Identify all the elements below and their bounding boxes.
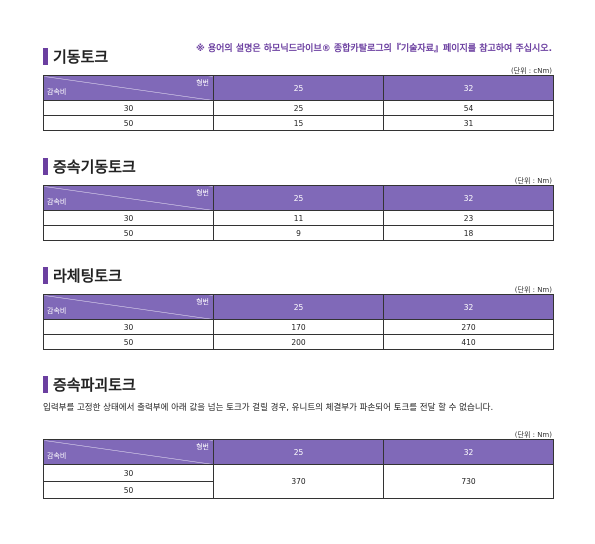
section-title-text: 증속기동토크	[53, 158, 136, 176]
table-row: 30 370 730	[43, 464, 554, 499]
column-header-size-25: 25	[213, 439, 384, 465]
title-bar-marker	[43, 158, 48, 175]
corner-header-model: 형번	[196, 189, 209, 197]
value-cell: 270	[383, 319, 554, 335]
ratcheting-torque-table: 형번 감속비 25 32 30 170 270 50 200 410	[43, 294, 554, 350]
section-title-text: 증속파괴토크	[53, 376, 136, 394]
value-cell: 200	[213, 334, 384, 350]
corner-header-ratio: 감속비	[47, 452, 67, 460]
section-description: 입력부를 고정한 상태에서 출력부에 아래 값을 넘는 토크가 걸릴 경우, 유…	[43, 403, 494, 413]
column-header-size-32: 32	[383, 294, 554, 320]
unit-label: (단위 : Nm)	[514, 177, 552, 185]
corner-header-cell: 형번 감속비	[43, 185, 214, 211]
value-cell: 31	[383, 115, 554, 131]
section-title-text: 라체팅토크	[53, 267, 123, 285]
corner-header-model: 형번	[196, 443, 209, 451]
title-bar-marker	[43, 376, 48, 393]
ratio-cell: 50	[43, 481, 214, 499]
starting-torque-table: 형번 감속비 25 32 30 25 54 50 15 31	[43, 75, 554, 131]
table-row: 50	[43, 481, 554, 499]
backdriving-breaking-torque-table: 형번 감속비 25 32 30 370 730 50	[43, 439, 554, 499]
corner-header-cell: 형번 감속비	[43, 294, 214, 320]
ratio-cell: 30	[43, 100, 214, 116]
title-bar-marker	[43, 267, 48, 284]
column-header-size-25: 25	[213, 294, 384, 320]
value-cell: 18	[383, 225, 554, 241]
column-header-size-25: 25	[213, 75, 384, 101]
value-cell: 11	[213, 210, 384, 226]
value-cell: 25	[213, 100, 384, 116]
value-cell: 23	[383, 210, 554, 226]
table-row: 50 15 31	[43, 115, 554, 131]
ratio-cell: 50	[43, 115, 214, 131]
ratio-cell: 30	[43, 210, 214, 226]
corner-header-cell: 형번 감속비	[43, 75, 214, 101]
unit-label: (단위 : cNm)	[510, 67, 552, 75]
value-cell: 170	[213, 319, 384, 335]
corner-header-model: 형번	[196, 79, 209, 87]
section-title-ratcheting-torque: 라체팅토크	[43, 265, 122, 286]
title-bar-marker	[43, 48, 48, 65]
corner-header-cell: 형번 감속비	[43, 439, 214, 465]
corner-header-ratio: 감속비	[47, 88, 67, 96]
unit-label: (단위 : Nm)	[514, 286, 552, 294]
corner-header-model: 형번	[196, 298, 209, 306]
value-cell: 410	[383, 334, 554, 350]
ratio-cell: 50	[43, 225, 214, 241]
table-row: 30 170 270	[43, 319, 554, 335]
section-title-backdriving-starting-torque: 증속기동토크	[43, 156, 136, 177]
column-header-size-32: 32	[383, 185, 554, 211]
backdriving-starting-torque-table: 형번 감속비 25 32 30 11 23 50 9 18	[43, 185, 554, 241]
section-title-text: 기동토크	[53, 48, 109, 66]
merged-value-cell: 370	[213, 464, 384, 499]
value-cell: 9	[213, 225, 384, 241]
column-header-size-32: 32	[383, 75, 554, 101]
section-title-starting-torque: 기동토크	[43, 46, 108, 67]
column-header-size-25: 25	[213, 185, 384, 211]
value-cell: 54	[383, 100, 554, 116]
corner-header-ratio: 감속비	[47, 307, 67, 315]
ratio-cell: 50	[43, 334, 214, 350]
value-cell: 15	[213, 115, 384, 131]
table-row: 50 200 410	[43, 334, 554, 350]
column-header-size-32: 32	[383, 439, 554, 465]
unit-label: (단위 : Nm)	[514, 431, 552, 439]
ratio-cell: 30	[43, 464, 214, 482]
table-row: 30 11 23	[43, 210, 554, 226]
section-title-backdriving-breaking-torque: 증속파괴토크	[43, 374, 136, 395]
merged-value-cell: 730	[383, 464, 554, 499]
table-row: 30 25 54	[43, 100, 554, 116]
ratio-cell: 30	[43, 319, 214, 335]
corner-header-ratio: 감속비	[47, 198, 67, 206]
table-row: 50 9 18	[43, 225, 554, 241]
reference-note: ※ 용어의 설명은 하모닉드라이브® 종합카탈로그의『기술자료』페이지를 참고하…	[195, 44, 552, 54]
